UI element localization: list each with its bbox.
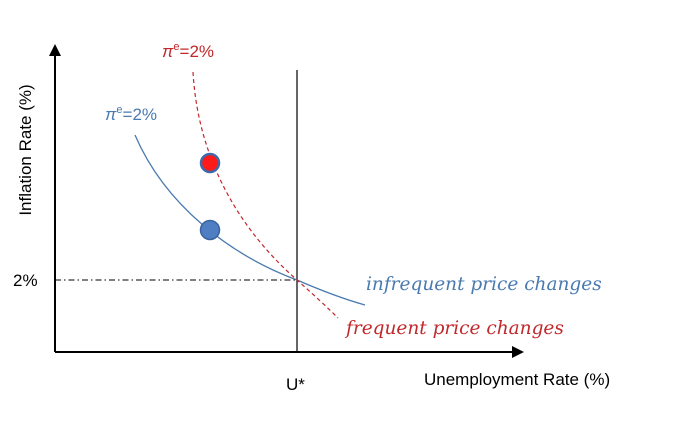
infrequent-phillips-curve	[134, 134, 366, 306]
infrequent-expectation-superscript: e	[116, 104, 122, 116]
infrequent-expectation-value: =2%	[123, 105, 158, 124]
x-axis-label: Unemployment Rate (%)	[424, 370, 610, 389]
frequent-expectation-symbol: π	[162, 42, 174, 61]
frequent-expectation-value: =2%	[180, 42, 215, 61]
infrequent-expectation-label: πe=2%	[105, 104, 157, 124]
frequent-curve-description: frequent price changes	[344, 318, 564, 339]
y-axis-arrowhead	[49, 44, 61, 56]
frequent-curve-point	[199, 152, 221, 174]
frequent-expectation-superscript: e	[173, 41, 179, 53]
x-marker-label: U*	[286, 375, 305, 394]
y-axis-label: Inflation Rate (%)	[16, 84, 35, 215]
infrequent-curve-description: infrequent price changes	[366, 274, 602, 295]
y-marker-label: 2%	[13, 271, 38, 290]
frequent-phillips-curve	[192, 71, 339, 319]
infrequent-curve-point	[199, 219, 221, 241]
infrequent-expectation-symbol: π	[105, 105, 117, 124]
x-axis-arrowhead	[512, 346, 524, 358]
frequent-expectation-label: πe=2%	[162, 41, 214, 61]
